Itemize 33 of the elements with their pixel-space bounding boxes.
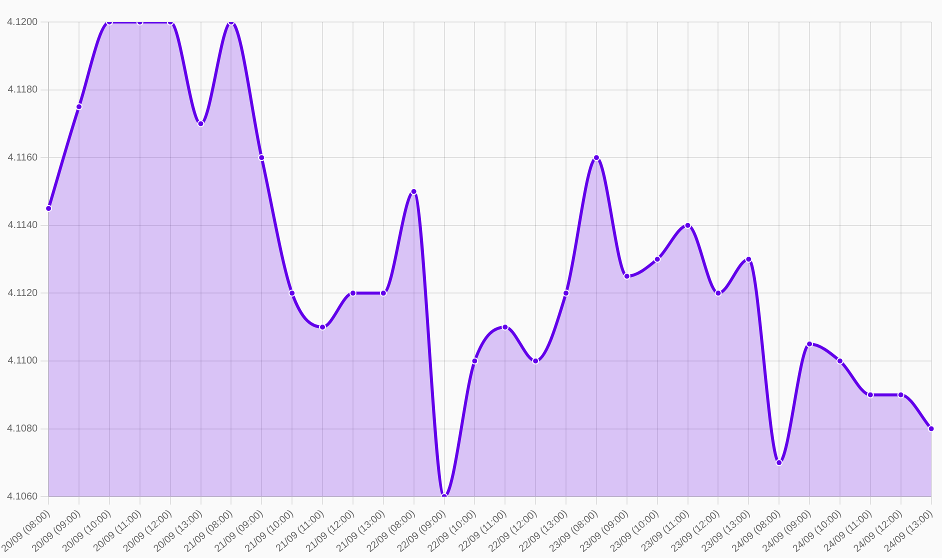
point (76, 103, 83, 110)
point (897, 391, 904, 398)
point (866, 391, 874, 398)
point (623, 272, 630, 280)
point (714, 290, 722, 297)
y-tick-label: 4.1120 (8, 288, 38, 299)
point (258, 154, 266, 162)
point (380, 290, 387, 297)
point (562, 290, 570, 297)
point (410, 188, 418, 195)
y-tick-label: 4.1180 (8, 84, 38, 96)
point (45, 204, 52, 212)
point (776, 459, 783, 466)
point (654, 256, 661, 263)
point (532, 357, 540, 364)
y-tick-label: 4.1100 (8, 356, 38, 367)
point (745, 256, 752, 263)
point (197, 120, 204, 128)
point (684, 222, 692, 229)
point (288, 290, 296, 297)
point (806, 340, 814, 348)
y-tick-label: 4.1060 (6, 491, 38, 502)
point (928, 425, 935, 432)
point (836, 357, 844, 364)
y-tick-label: 4.1160 (8, 152, 38, 164)
y-tick-label: 4.1080 (6, 424, 38, 435)
point (319, 324, 326, 331)
y-tick-label: 4.1200 (6, 16, 38, 28)
point (592, 154, 600, 162)
point (471, 357, 478, 364)
point (502, 324, 509, 331)
y-tick-label: 4.1140 (8, 220, 38, 232)
point (349, 290, 356, 297)
